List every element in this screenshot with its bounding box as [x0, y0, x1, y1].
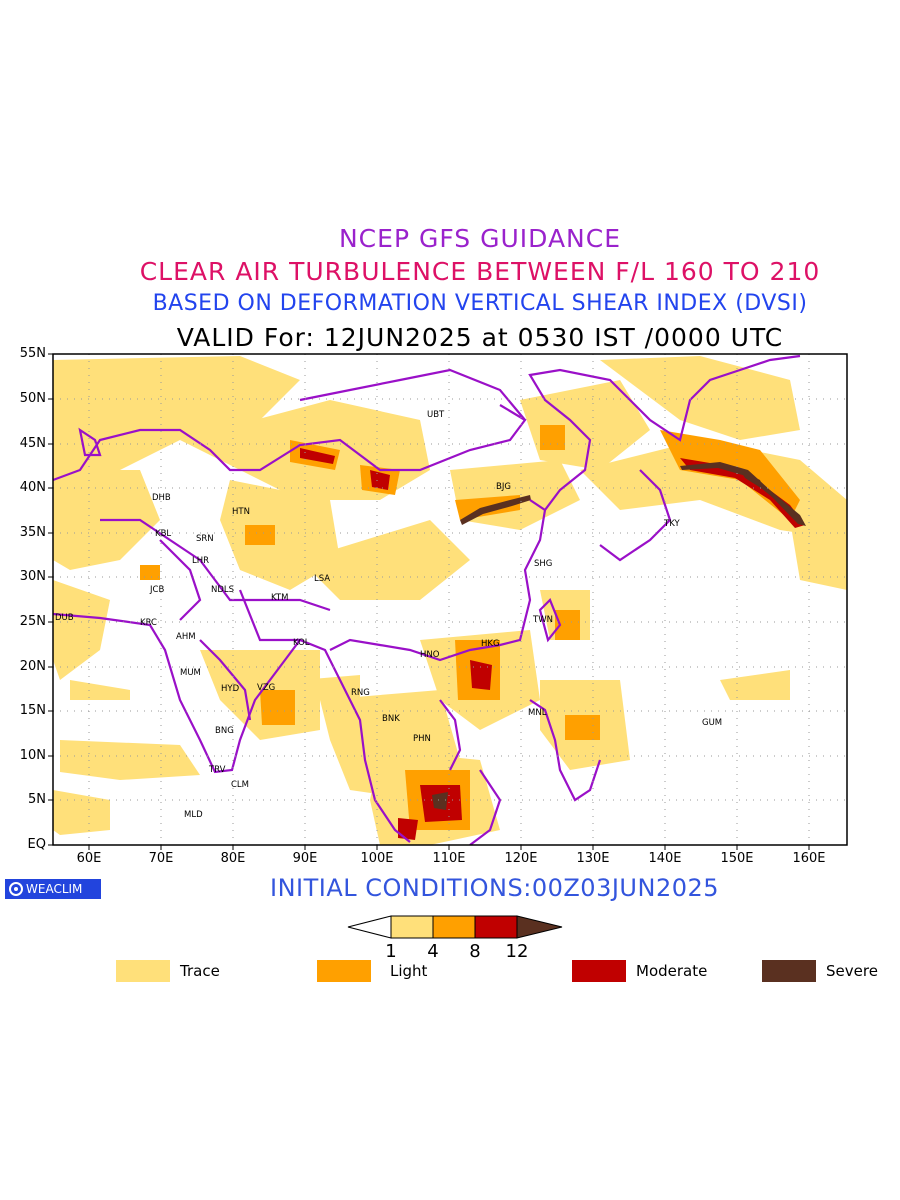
- lat-label-30n: 30N: [19, 569, 46, 584]
- title-product: CLEAR AIR TURBULENCE BETWEEN F/L 160 TO …: [139, 257, 821, 286]
- colorbar-bin-moderate: [474, 915, 518, 939]
- initial-conditions-label: INITIAL CONDITIONS:00Z03JUN2025: [270, 874, 720, 902]
- lat-label-50n: 50N: [19, 391, 46, 406]
- city-label-krc: KRC: [140, 618, 157, 628]
- title-valid-time: VALID For: 12JUN2025 at 0530 IST /0000 U…: [176, 323, 784, 352]
- lon-label-80e: 80E: [220, 851, 246, 866]
- lat-label-15n: 15N: [19, 703, 46, 718]
- lat-label-55n: 55N: [19, 346, 46, 361]
- city-label-htn: HTN: [232, 507, 250, 517]
- city-label-vzg: VZG: [257, 683, 276, 693]
- colorbar: [347, 915, 563, 939]
- lon-label-100e: 100E: [360, 851, 394, 866]
- city-label-jcb: JCB: [150, 585, 165, 595]
- colorbar-tick-12: 12: [505, 941, 529, 962]
- legend-swatch-trace: [116, 960, 170, 982]
- lat-label-35n: 35N: [19, 525, 46, 540]
- map-frame: [52, 353, 848, 846]
- city-label-tky: TKY: [664, 519, 680, 529]
- city-label-gum: GUM: [702, 718, 723, 728]
- lon-label-130e: 130E: [576, 851, 610, 866]
- legend-swatch-severe: [762, 960, 816, 982]
- legend-swatch-light: [317, 960, 371, 982]
- city-label-hkg: HKG: [481, 639, 500, 649]
- colorbar-below: [347, 915, 392, 939]
- city-label-mnl: MNL: [528, 708, 547, 718]
- city-label-shg: SHG: [534, 559, 553, 569]
- lat-label-eq: EQ: [27, 837, 46, 852]
- city-label-rng: RNG: [351, 688, 370, 698]
- city-label-bnk: BNK: [382, 714, 400, 724]
- lon-label-110e: 110E: [432, 851, 466, 866]
- city-label-mum: MUM: [180, 668, 201, 678]
- title-method: BASED ON DEFORMATION VERTICAL SHEAR INDE…: [152, 291, 808, 316]
- colorbar-bin-light: [432, 915, 476, 939]
- city-label-phn: PHN: [413, 734, 431, 744]
- coastlines: [53, 354, 801, 845]
- city-label-ktm: KTM: [271, 593, 289, 603]
- lon-label-90e: 90E: [292, 851, 318, 866]
- axis-ticks: [48, 353, 810, 850]
- legend-label-moderate: Moderate: [636, 962, 708, 980]
- lat-label-40n: 40N: [19, 480, 46, 495]
- city-label-ubt: UBT: [427, 410, 445, 420]
- title-model: NCEP GFS GUIDANCE: [338, 224, 621, 253]
- lon-label-160e: 160E: [792, 851, 826, 866]
- colorbar-above: [516, 915, 563, 939]
- city-label-hno: HNO: [420, 650, 440, 660]
- city-label-hyd: HYD: [221, 684, 240, 694]
- colorbar-tick-4: 4: [427, 941, 439, 962]
- city-label-bng: BNG: [215, 726, 234, 736]
- lon-label-150e: 150E: [720, 851, 754, 866]
- lat-label-10n: 10N: [19, 748, 46, 763]
- colorbar-bin-trace: [390, 915, 434, 939]
- weaclim-logo: WEACLIM: [5, 879, 101, 899]
- city-label-lsa: LSA: [314, 574, 331, 584]
- city-label-clm: CLM: [231, 780, 250, 790]
- severe-regions: [432, 462, 806, 810]
- city-label-ahm: AHM: [176, 632, 196, 642]
- city-label-trv: TRV: [209, 765, 226, 775]
- city-label-dhb: DHB: [152, 493, 171, 503]
- brand-text: WEACLIM: [26, 882, 83, 896]
- city-label-bjg: BJG: [496, 482, 511, 492]
- legend-label-light: Light: [390, 962, 428, 980]
- legend-label-trace: Trace: [180, 962, 220, 980]
- map-field: [53, 354, 847, 845]
- city-label-mld: MLD: [184, 810, 203, 820]
- lon-label-60e: 60E: [76, 851, 102, 866]
- grid-lines: [53, 354, 847, 845]
- colorbar-tick-1: 1: [385, 941, 397, 962]
- city-label-twn: TWN: [533, 615, 553, 625]
- lon-label-140e: 140E: [648, 851, 682, 866]
- lat-label-45n: 45N: [19, 436, 46, 451]
- lat-label-5n: 5N: [28, 792, 46, 807]
- lon-label-120e: 120E: [504, 851, 538, 866]
- lat-label-20n: 20N: [19, 659, 46, 674]
- city-label-kbl: KBL: [155, 529, 172, 539]
- city-label-lhr: LHR: [192, 556, 210, 566]
- legend-swatch-moderate: [572, 960, 626, 982]
- lat-label-25n: 25N: [19, 614, 46, 629]
- city-label-dub: DUB: [55, 613, 74, 623]
- city-label-srn: SRN: [196, 534, 214, 544]
- lon-label-70e: 70E: [148, 851, 174, 866]
- logo-circle-icon: [9, 882, 23, 896]
- colorbar-tick-8: 8: [469, 941, 481, 962]
- city-label-ndls: NDLS: [211, 585, 235, 595]
- legend-label-severe: Severe: [826, 962, 878, 980]
- city-label-kol: KOL: [293, 638, 310, 648]
